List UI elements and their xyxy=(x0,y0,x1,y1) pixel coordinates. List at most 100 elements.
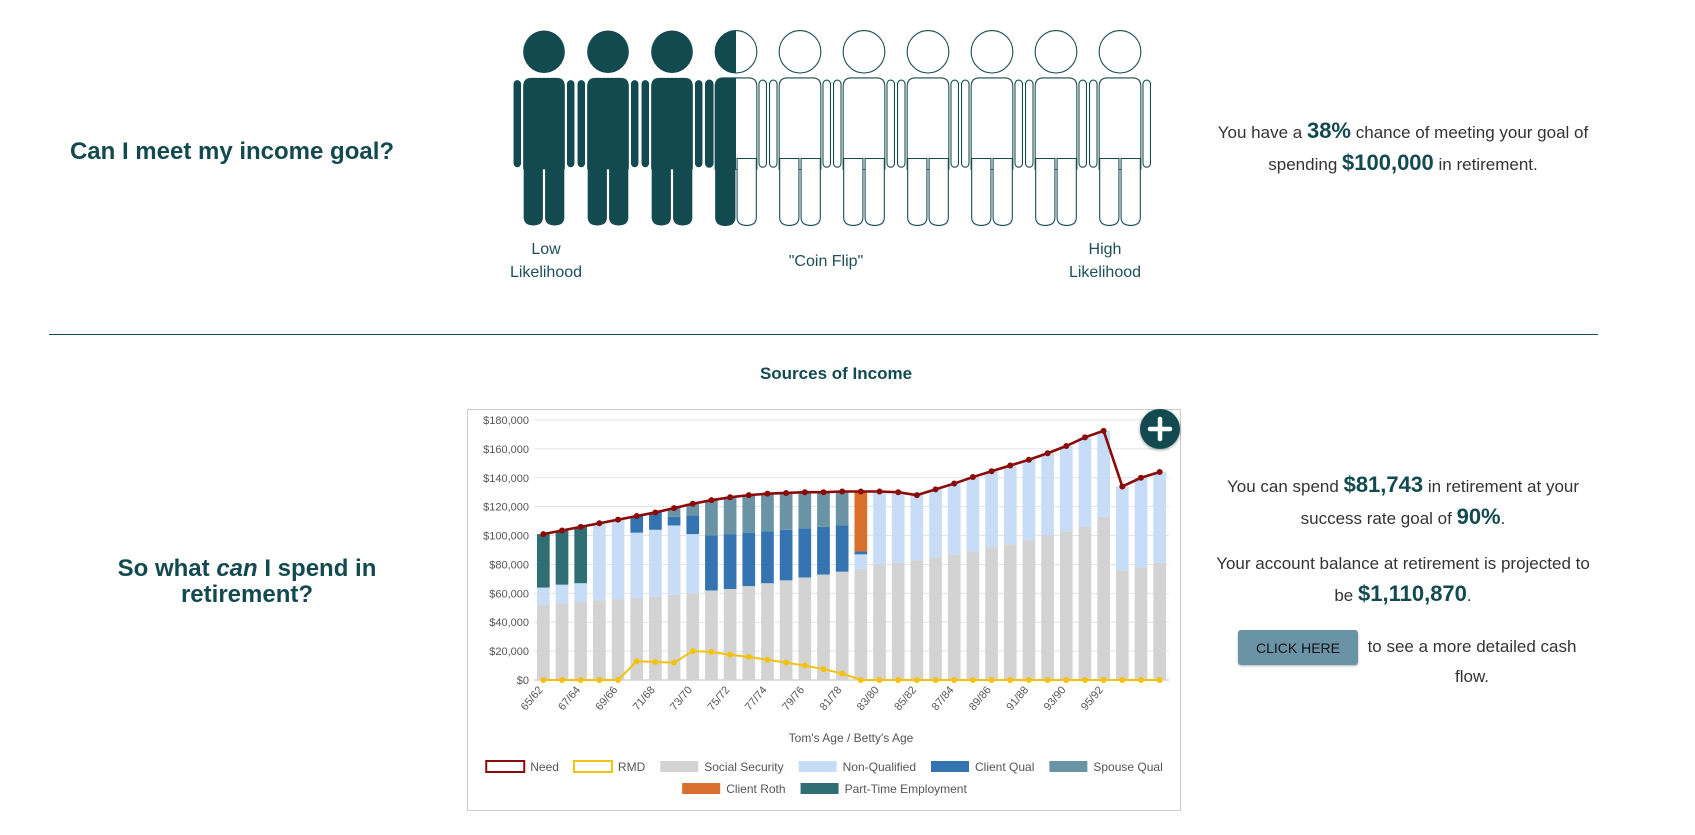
chart: Tom's Age / Betty's Age $0 $20,000 $40,000… xyxy=(483,415,1169,796)
line-marker xyxy=(1007,677,1014,683)
line-marker xyxy=(1100,427,1107,434)
likelihood-label: High Likelihood xyxy=(1068,241,1142,281)
person-filled xyxy=(641,30,703,226)
bar-segment xyxy=(1134,567,1148,680)
bar-segment xyxy=(835,491,849,526)
bar-segment xyxy=(798,528,812,578)
line-marker xyxy=(559,527,566,534)
line-marker xyxy=(932,677,939,683)
line-marker xyxy=(876,488,883,495)
bar-segment xyxy=(1134,477,1148,568)
line-marker xyxy=(745,653,752,660)
person-outline xyxy=(1025,30,1087,226)
x-tick-label: 81/78 xyxy=(818,684,845,713)
bar-segment xyxy=(854,491,868,552)
line-marker xyxy=(1007,462,1014,469)
bar-segment xyxy=(611,519,625,600)
x-tick-label: 89/86 xyxy=(967,684,994,713)
x-tick-label: 79/76 xyxy=(780,684,807,713)
percent: 90% xyxy=(1456,504,1501,529)
x-tick-label: 93/90 xyxy=(1042,684,1069,713)
line-marker xyxy=(689,500,696,507)
bar-segment xyxy=(1059,446,1073,532)
bar-segment xyxy=(686,503,700,516)
percent: 38% xyxy=(1306,118,1351,143)
legend-swatch xyxy=(800,783,839,794)
bar-segment xyxy=(1097,430,1110,517)
line-marker xyxy=(913,492,920,499)
bar-segment xyxy=(929,489,942,558)
bar-segment xyxy=(798,492,812,529)
bar-segment xyxy=(667,594,681,680)
line-marker xyxy=(596,677,603,683)
bar-segment xyxy=(611,599,625,680)
bar-segment xyxy=(891,492,905,563)
bar-segment xyxy=(574,602,588,680)
y-tick-label: $100,000 xyxy=(483,531,529,543)
bar-segment xyxy=(1003,544,1017,680)
bar-segment xyxy=(667,525,681,595)
line-marker xyxy=(839,670,846,677)
cash-flow-button[interactable]: CLICK HERE xyxy=(1238,630,1358,665)
line-marker xyxy=(689,648,696,655)
expand-button[interactable] xyxy=(1140,409,1180,449)
line-marker xyxy=(1137,677,1144,683)
line-marker xyxy=(969,677,976,683)
line-marker xyxy=(932,486,939,493)
bar-segment xyxy=(705,590,718,680)
legend-swatch xyxy=(682,783,721,794)
x-tick-label: 87/84 xyxy=(930,684,957,713)
divider xyxy=(49,334,1598,335)
legend-swatch xyxy=(931,761,969,772)
line-marker xyxy=(727,651,734,658)
x-tick-label: 91/88 xyxy=(1004,684,1031,713)
bar-segment xyxy=(835,525,849,572)
balance-statement: Your account balance at retirement is pr… xyxy=(1213,549,1593,611)
line-marker xyxy=(951,480,958,487)
bar-segment xyxy=(742,586,756,680)
legend-label: Client Roth xyxy=(726,782,785,796)
line-marker xyxy=(820,489,827,496)
x-tick-label: 65/62 xyxy=(519,684,546,713)
line-marker xyxy=(596,520,603,527)
line-marker xyxy=(783,659,790,666)
legend-label: Non-Qualified xyxy=(843,760,916,774)
line-marker xyxy=(1119,483,1126,490)
bar-segment xyxy=(536,587,550,605)
text: So what xyxy=(117,555,210,582)
line-marker xyxy=(708,648,715,655)
bar-segment xyxy=(985,547,998,680)
bar-segment xyxy=(1097,516,1110,680)
line-marker xyxy=(913,677,920,683)
line-marker xyxy=(615,516,622,523)
amount: $100,000 xyxy=(1342,150,1434,175)
bar-segment xyxy=(761,531,774,584)
line-marker xyxy=(652,509,659,516)
y-tick-label: $120,000 xyxy=(483,502,529,514)
bar-segment xyxy=(723,534,737,589)
bar-segment xyxy=(742,532,756,587)
line-marker xyxy=(801,662,808,669)
bar-segment xyxy=(649,529,662,597)
line-marker xyxy=(839,488,846,495)
bar-segment xyxy=(667,516,681,526)
bar-segment xyxy=(555,530,569,585)
line-marker xyxy=(559,677,566,683)
line-marker xyxy=(876,677,883,683)
bar-segment xyxy=(985,471,998,548)
bar-segment xyxy=(667,508,681,517)
bar-segment xyxy=(574,526,588,584)
legend-row: Need RMD Social Security Non-Qualified Clien… xyxy=(485,760,1163,774)
bar-segment xyxy=(705,535,718,591)
bar-segment xyxy=(966,477,980,552)
bar-segment xyxy=(555,603,569,680)
person-outline xyxy=(769,30,831,226)
legend-label: Client Qual xyxy=(975,760,1034,774)
y-tick-label: $40,000 xyxy=(489,617,529,629)
line-marker xyxy=(895,677,902,683)
bar-segment xyxy=(686,593,700,680)
plus-icon xyxy=(1147,416,1173,442)
line-marker xyxy=(540,531,547,538)
bar-segment xyxy=(593,523,606,601)
line-marker xyxy=(671,659,678,666)
